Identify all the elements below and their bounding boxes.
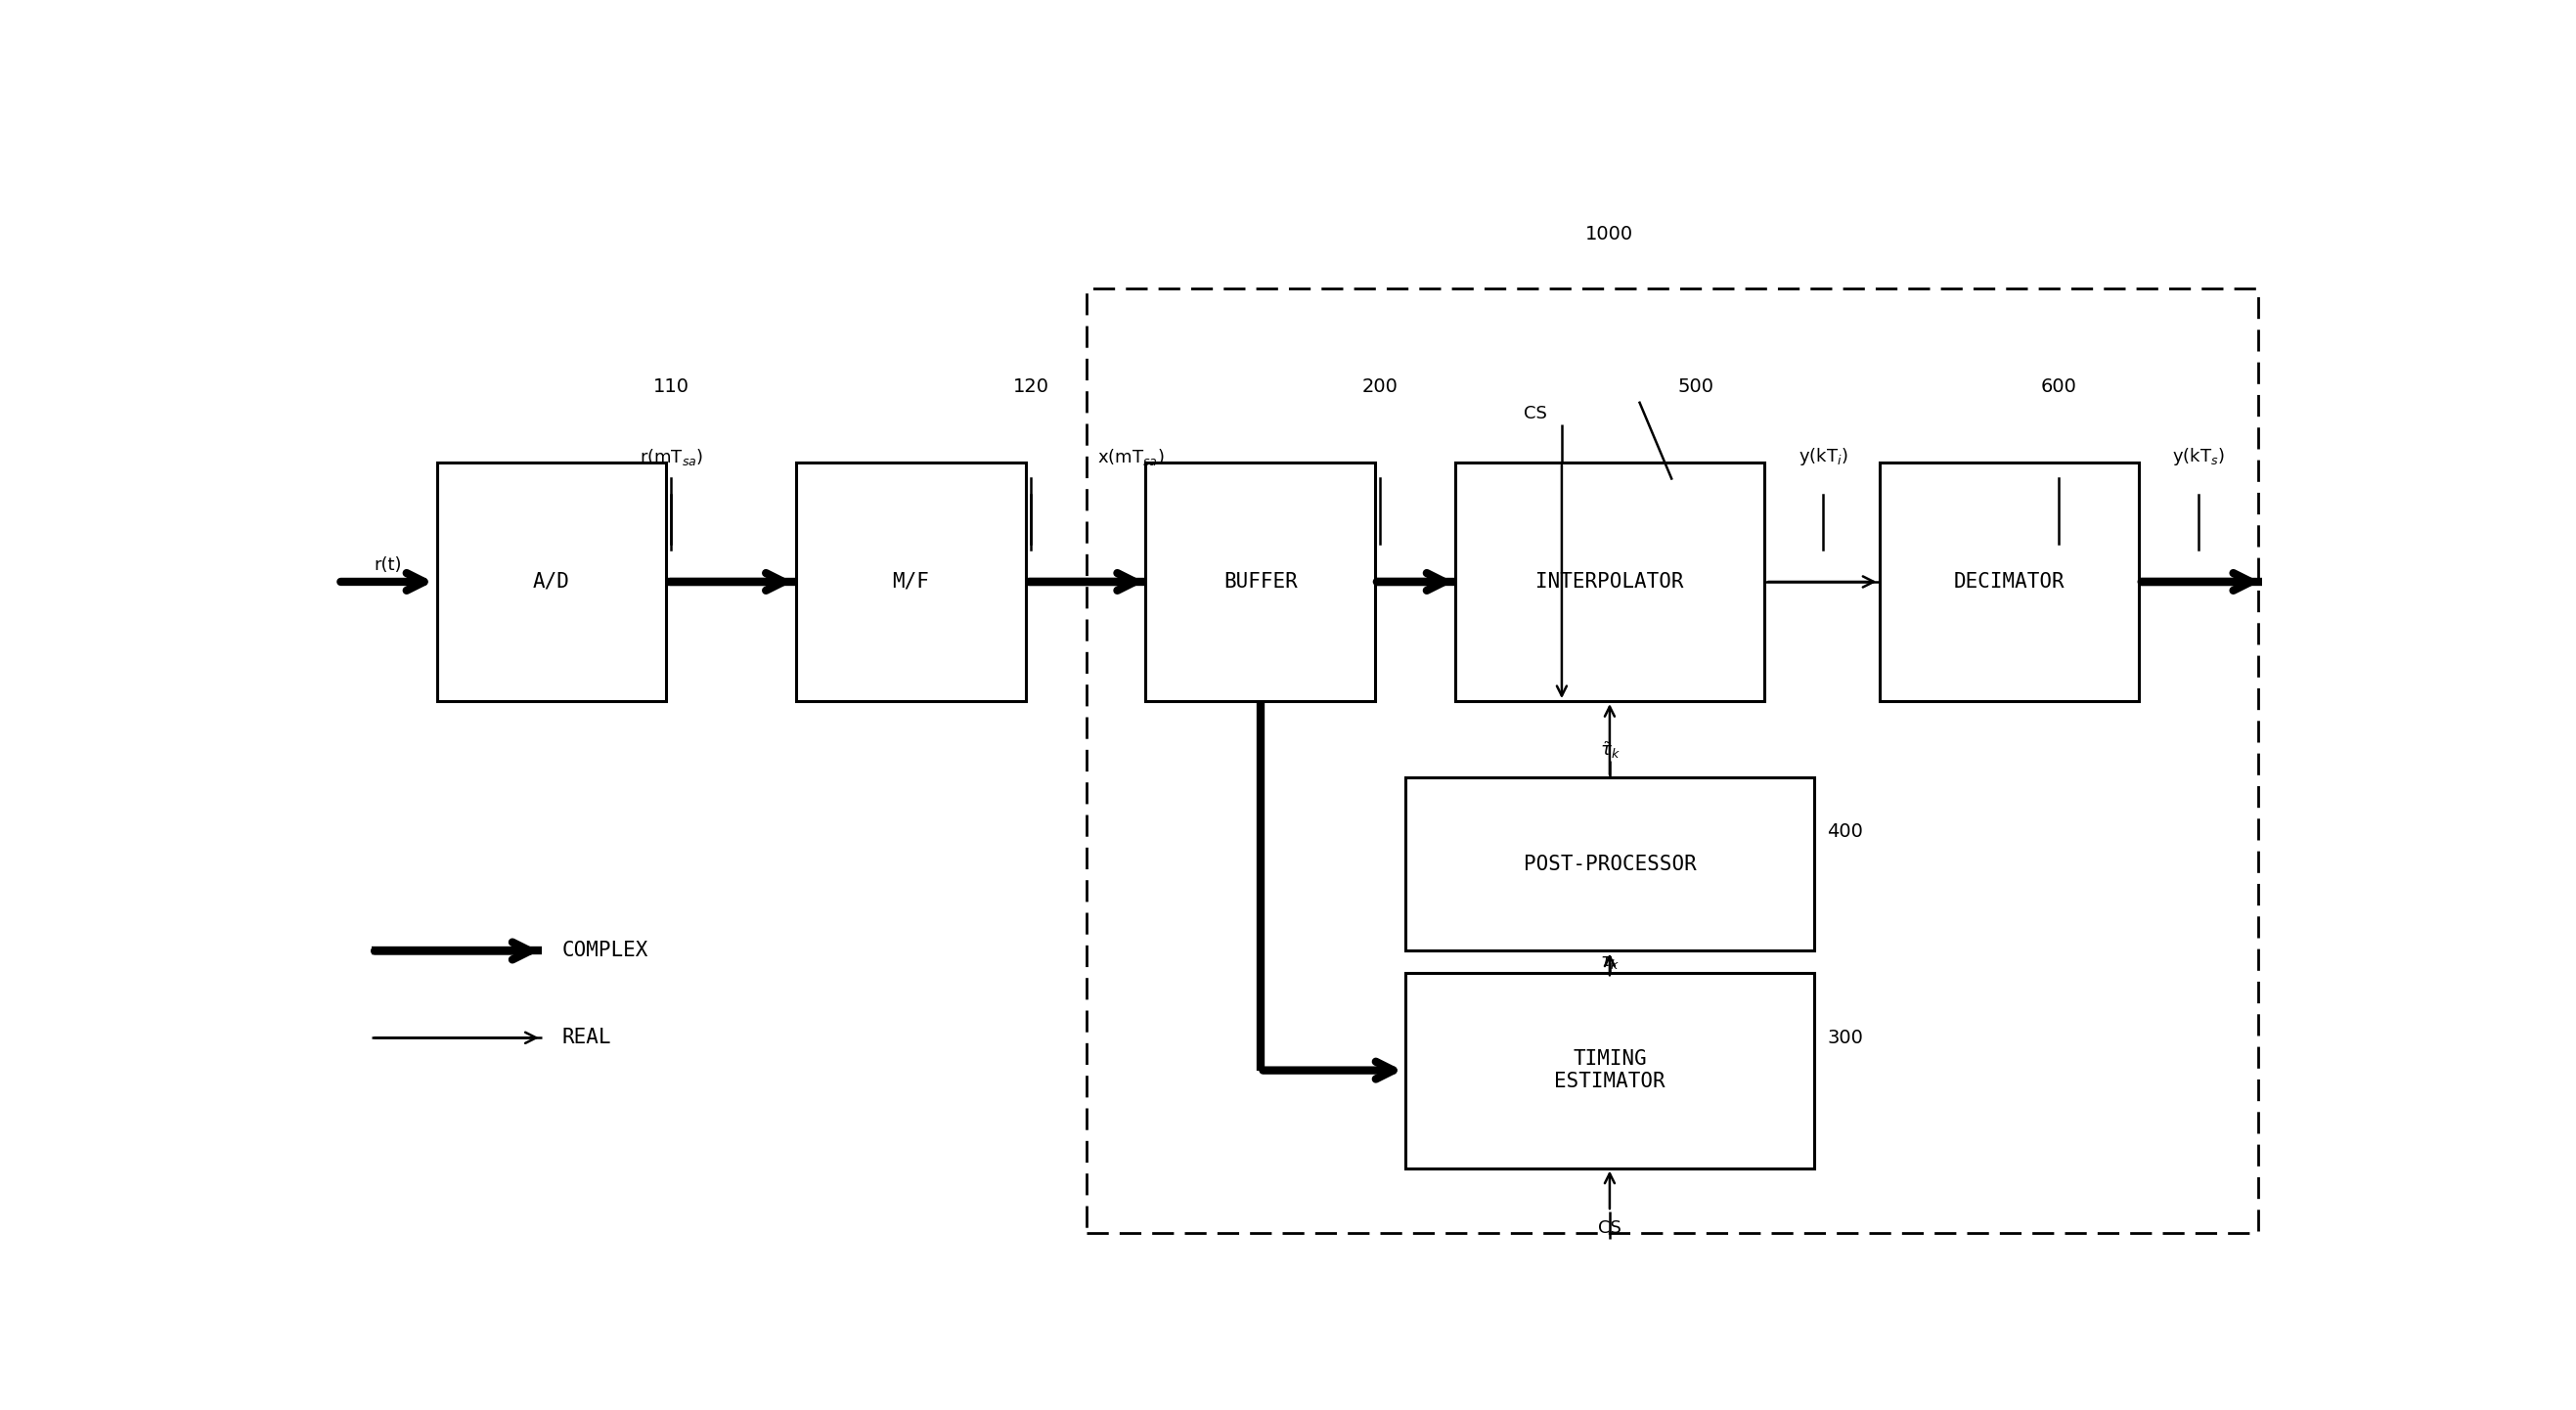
Text: 110: 110 (654, 376, 690, 396)
Text: INTERPOLATOR: INTERPOLATOR (1535, 572, 1685, 592)
Text: y(kT$_i$): y(kT$_i$) (1798, 446, 1847, 468)
Text: 120: 120 (1012, 376, 1048, 396)
Text: CS: CS (1525, 405, 1548, 422)
Text: 200: 200 (1363, 376, 1399, 396)
Text: r(t): r(t) (374, 557, 402, 574)
FancyBboxPatch shape (796, 462, 1025, 701)
FancyBboxPatch shape (1880, 462, 2138, 701)
Text: CS: CS (1597, 1220, 1620, 1237)
Text: POST-PROCESSOR: POST-PROCESSOR (1522, 854, 1695, 874)
FancyBboxPatch shape (1146, 462, 1376, 701)
FancyBboxPatch shape (1404, 777, 1814, 950)
Text: 400: 400 (1826, 822, 1862, 840)
Text: 1000: 1000 (1587, 226, 1633, 244)
Text: 300: 300 (1826, 1028, 1862, 1048)
Text: DECIMATOR: DECIMATOR (1953, 572, 2063, 592)
Text: x(mT$_{sa}$): x(mT$_{sa}$) (1097, 447, 1164, 467)
Text: M/F: M/F (891, 572, 930, 592)
FancyBboxPatch shape (1404, 973, 1814, 1167)
FancyBboxPatch shape (438, 462, 667, 701)
Text: 500: 500 (1677, 376, 1713, 396)
Text: $\tau_k$: $\tau_k$ (1600, 953, 1620, 970)
Text: y(kT$_s$): y(kT$_s$) (2172, 446, 2226, 468)
Text: r(mT$_{sa}$): r(mT$_{sa}$) (639, 447, 703, 467)
Text: REAL: REAL (562, 1028, 611, 1048)
FancyBboxPatch shape (1455, 462, 1765, 701)
Text: 600: 600 (2040, 376, 2076, 396)
Text: TIMING
ESTIMATOR: TIMING ESTIMATOR (1553, 1049, 1664, 1091)
Text: BUFFER: BUFFER (1224, 572, 1298, 592)
Text: COMPLEX: COMPLEX (562, 940, 649, 960)
Text: A/D: A/D (533, 572, 569, 592)
Text: $\tilde{\tau}_k$: $\tilde{\tau}_k$ (1600, 740, 1620, 760)
